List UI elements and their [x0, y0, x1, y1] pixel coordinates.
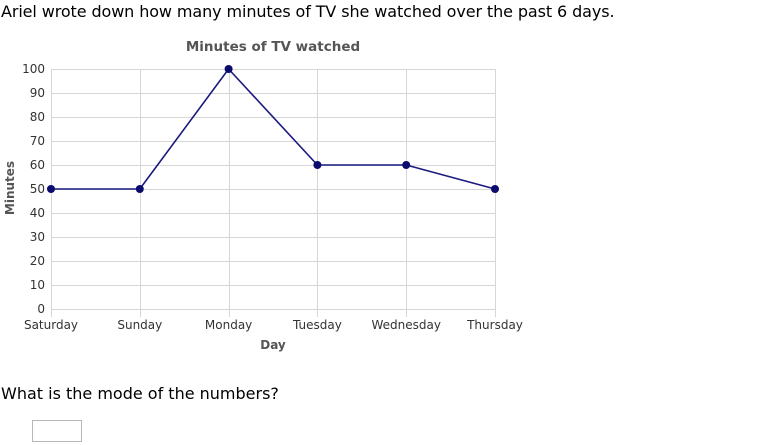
x-tick-label: Tuesday: [292, 318, 342, 332]
chart-series: [47, 65, 499, 193]
data-point: [402, 161, 411, 169]
y-axis-title: Minutes: [3, 161, 17, 215]
series-line: [51, 68, 496, 190]
y-tick-label: 30: [30, 230, 45, 244]
x-tick-label: Thursday: [466, 318, 523, 332]
data-point: [224, 65, 233, 73]
x-tick-label: Saturday: [24, 318, 78, 332]
y-tick-label: 70: [30, 134, 45, 148]
data-point: [135, 185, 144, 193]
problem-prompt: Ariel wrote down how many minutes of TV …: [1, 2, 615, 21]
chart-title: Minutes of TV watched: [186, 39, 360, 55]
y-tick-label: 20: [30, 254, 45, 268]
x-axis-ticks: Saturday Sunday Monday Tuesday Wednesday Thur…: [24, 318, 523, 332]
x-tick-label: Monday: [205, 318, 252, 332]
line-chart: Minutes of TV watched 0 10 20 30 40 50 60 70 80 9…: [3, 39, 523, 352]
y-tick-label: 80: [30, 110, 45, 124]
y-tick-label: 0: [37, 302, 45, 316]
y-axis-ticks: 0 10 20 30 40 50 60 70 80 90 100: [22, 62, 45, 316]
x-axis-title: Day: [260, 338, 286, 352]
y-tick-label: 60: [30, 158, 45, 172]
y-tick-label: 100: [22, 62, 45, 76]
y-tick-label: 50: [30, 182, 45, 196]
question-text: What is the mode of the numbers?: [1, 384, 279, 403]
data-point: [313, 161, 322, 169]
y-tick-label: 40: [30, 206, 45, 220]
y-tick-label: 90: [30, 86, 45, 100]
x-tick-label: Sunday: [117, 318, 162, 332]
y-tick-label: 10: [30, 278, 45, 292]
data-point: [47, 185, 55, 193]
x-tick-label: Wednesday: [371, 318, 440, 332]
data-point: [491, 185, 499, 193]
chart-grid: [51, 69, 496, 317]
answer-input[interactable]: [32, 420, 82, 442]
